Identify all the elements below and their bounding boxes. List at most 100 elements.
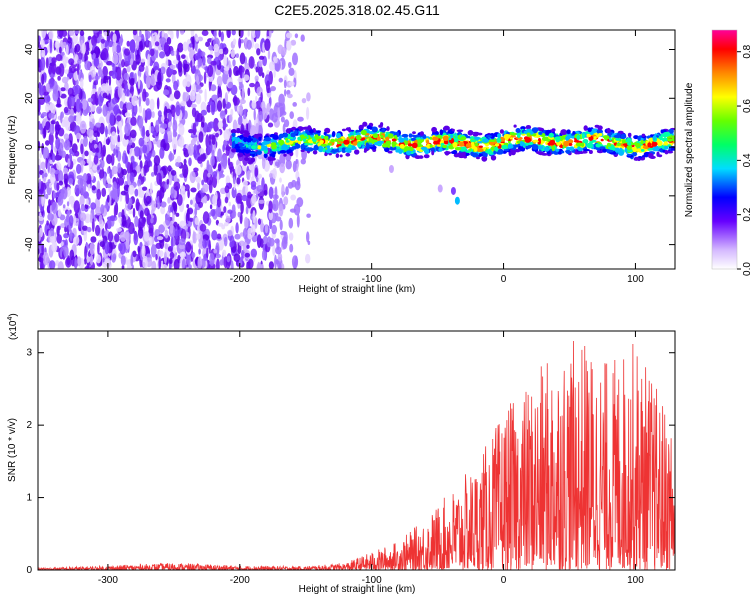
heatmap-cell <box>586 133 591 138</box>
heatmap-cell <box>235 222 239 234</box>
heatmap-cell <box>300 149 305 152</box>
heatmap-cell <box>185 74 192 88</box>
heatmap-cell <box>588 150 593 154</box>
heatmap-cell <box>581 133 585 140</box>
heatmap-cell <box>91 185 96 191</box>
heatmap-cell <box>451 151 456 154</box>
heatmap-cell <box>151 200 157 212</box>
heatmap-cell <box>45 193 49 200</box>
heatmap-cell <box>451 128 455 132</box>
heatmap-cell <box>103 75 110 80</box>
heatmap-cell <box>211 94 218 101</box>
heatmap-cell <box>163 251 167 264</box>
heatmap-cell <box>117 134 120 144</box>
heatmap-cell <box>157 71 162 86</box>
heatmap-cell <box>537 127 544 131</box>
heatmap-cell <box>285 128 291 134</box>
heatmap-cell <box>287 136 294 140</box>
heatmap-cell <box>626 137 632 143</box>
heatmap-cell <box>401 133 409 138</box>
heatmap-cell <box>45 83 50 92</box>
x-tick-label: -300 <box>98 575 118 586</box>
heatmap-cell <box>239 64 243 79</box>
heatmap-cell <box>223 55 228 67</box>
heatmap-cell <box>266 80 270 94</box>
heatmap-cell <box>139 210 144 219</box>
heatmap-cell <box>275 216 282 222</box>
heatmap-cell <box>418 155 424 159</box>
heatmap-cell <box>391 138 397 142</box>
heatmap-cell <box>242 108 247 120</box>
heatmap-cell <box>172 246 177 254</box>
heatmap-cell <box>99 158 105 170</box>
heatmap-cell <box>270 86 276 92</box>
heatmap-cell <box>470 139 476 142</box>
heatmap-cell <box>509 144 514 149</box>
heatmap-cell <box>387 133 394 139</box>
heatmap-cell <box>608 149 614 153</box>
heatmap-cell <box>352 141 358 146</box>
heatmap-cell <box>48 78 55 88</box>
heatmap-cell <box>438 147 443 152</box>
heatmap-cell <box>297 136 301 141</box>
heatmap-cell <box>670 147 675 151</box>
heatmap-cell <box>566 146 571 150</box>
heatmap-cell <box>288 81 295 87</box>
heatmap-cell <box>414 135 422 138</box>
heatmap-cell <box>575 142 583 147</box>
heatmap-cell <box>290 39 297 46</box>
heatmap-cell <box>112 253 117 260</box>
heatmap-cell <box>84 60 91 71</box>
x-tick-label: -300 <box>98 274 118 285</box>
heatmap-cell <box>354 149 360 155</box>
heatmap-cell <box>74 257 78 269</box>
heatmap-cell <box>230 129 237 134</box>
heatmap-cell <box>344 147 352 153</box>
heatmap-cell <box>170 236 174 249</box>
heatmap-cell <box>139 30 142 38</box>
heatmap-cell <box>667 150 674 154</box>
heatmap-cell <box>88 74 92 83</box>
heatmap-cell <box>368 137 374 143</box>
heatmap-cell <box>203 71 207 84</box>
heatmap-cell <box>60 111 63 124</box>
heatmap-cell <box>509 137 513 140</box>
heatmap-cell <box>365 142 369 148</box>
heatmap-cell <box>244 157 250 161</box>
heatmap-cell <box>61 76 69 84</box>
heatmap-cell <box>55 124 61 131</box>
y-tick-label: 20 <box>24 92 35 104</box>
heatmap-cell <box>202 183 209 193</box>
heatmap-cell <box>606 142 612 147</box>
heatmap-cell <box>130 116 137 126</box>
heatmap-cell <box>223 66 230 71</box>
heatmap-cell <box>173 259 180 269</box>
heatmap-cell <box>267 122 274 128</box>
heatmap-cell <box>241 87 245 102</box>
heatmap-cell <box>84 245 87 260</box>
heatmap-cell <box>121 214 127 227</box>
heatmap-cell <box>288 67 295 77</box>
heatmap-cell <box>636 148 642 153</box>
heatmap-cell <box>223 222 229 227</box>
heatmap-cell <box>660 129 665 134</box>
heatmap-cell <box>256 185 264 192</box>
heatmap-cell <box>74 45 77 54</box>
heatmap-cell <box>221 224 226 230</box>
heatmap-cell <box>494 143 500 147</box>
heatmap-cell <box>101 47 109 61</box>
heatmap-cell <box>142 88 147 102</box>
heatmap-cell <box>86 263 90 269</box>
heatmap-cell <box>216 100 223 112</box>
heatmap-cell <box>279 150 287 154</box>
heatmap-cell <box>222 98 226 110</box>
heatmap-cell <box>87 97 94 103</box>
heatmap-cell <box>73 200 81 214</box>
heatmap-cell <box>46 96 51 103</box>
figure-title: C2E5.2025.318.02.45.G11 <box>274 2 440 18</box>
heatmap-cell <box>609 138 612 141</box>
heatmap-cell <box>235 53 239 58</box>
heatmap-cell <box>497 149 501 155</box>
heatmap-cell <box>199 223 207 232</box>
heatmap-cell <box>233 253 241 262</box>
